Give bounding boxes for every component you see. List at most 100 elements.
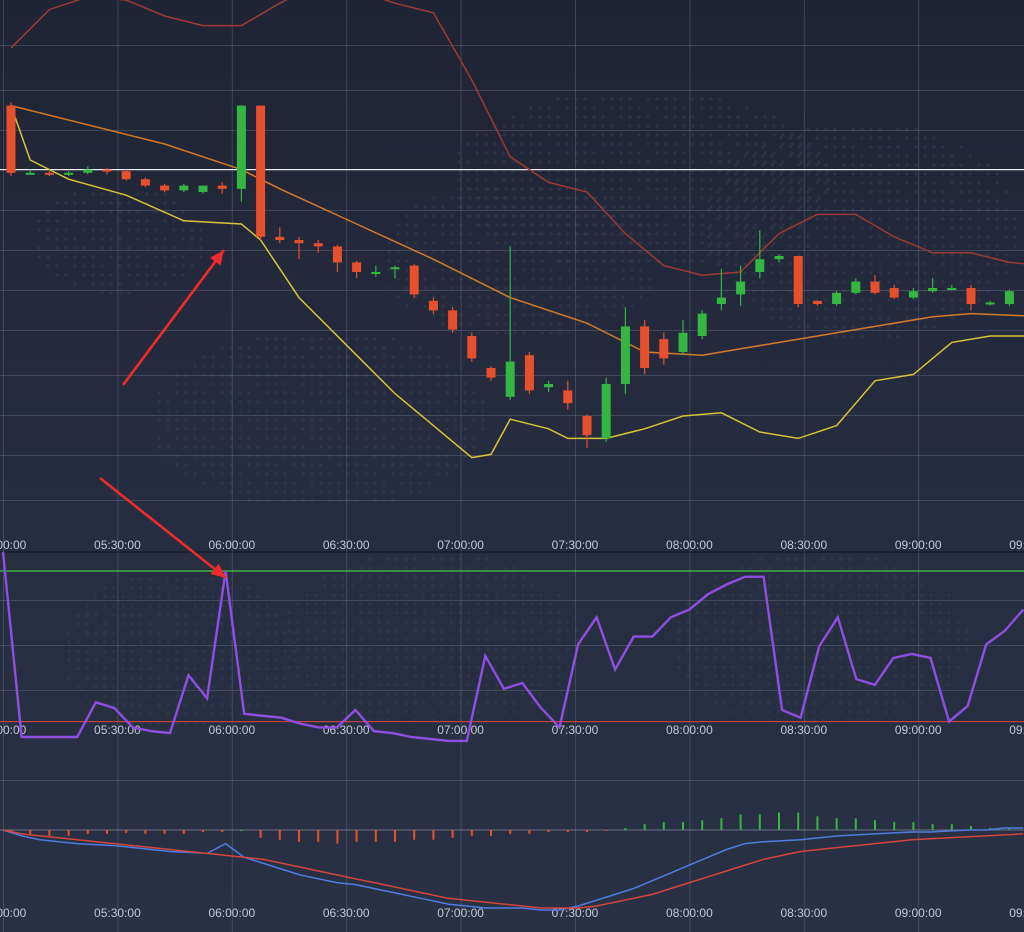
candle [966,284,976,311]
macd-histogram-bar [739,814,742,830]
candle [928,278,938,293]
candle [140,177,150,188]
candle-body [140,179,150,186]
candle [217,182,227,194]
macd-histogram-bar [720,818,723,830]
macd-histogram-bar [125,830,128,833]
oscillator-time-tick: 05:30:00 [94,723,141,737]
candle [601,377,611,442]
candle [851,278,861,295]
macd-histogram-bar [970,826,972,830]
annotation-arrow-price [121,249,226,386]
price-time-tick: 06:00:00 [208,538,255,552]
macd-histogram-bar [624,828,627,830]
candle-body [198,185,208,192]
oscillator-time-tick: 07:00:00 [437,723,484,737]
candle-body [736,281,746,295]
price-time-tick: 07:30:00 [552,538,599,552]
macd-histogram-bar [432,830,435,840]
candle [620,307,630,394]
candle-body [83,169,93,173]
candle-body [966,288,976,304]
macd-histogram-bar [221,830,224,832]
candle [889,284,899,300]
candle-body [179,185,189,191]
candle [544,380,554,392]
macd-time-tick: 09:00:00 [895,906,942,920]
macd-histogram-bar [528,830,531,834]
candle [774,254,784,263]
candle-body [64,172,74,175]
oscillator-line [1,551,1024,743]
candle [870,275,880,295]
price-time-tick: 08:00:00 [666,538,713,552]
candle-body [985,302,995,305]
candle [371,265,381,277]
macd-histogram-bar [259,830,262,838]
macd-histogram-bar [355,830,358,842]
candle [640,320,650,375]
candle [582,414,592,448]
macd-time-tick: 09:30:00 [1009,906,1024,920]
macd-time-tick: 07:00:00 [437,906,484,920]
candle-body [448,310,458,330]
time-axis: 05:00:00 05:30:00 06:00:00 06:30:00 07:00:00… [0,538,1024,920]
bollinger-upper-line [10,0,1024,276]
candle [563,380,573,410]
candle-body [563,390,573,404]
candle [659,332,669,365]
candle-body [947,288,957,290]
candle-body [678,332,688,352]
macd-histogram-bar [336,830,339,844]
candle [947,284,957,290]
world-map-watermark [37,97,1017,725]
candle-body [44,172,54,175]
candle-body [601,384,611,439]
candle-body [812,300,822,304]
macd-histogram-bar [106,830,108,834]
candle-body [294,240,304,244]
macd-histogram [10,812,1011,844]
oscillator-time-tick: 08:00:00 [666,723,713,737]
macd-time-tick: 06:30:00 [323,906,370,920]
candle-body [313,243,323,247]
candle [352,260,362,279]
candle [985,300,995,306]
annotation-arrow-head [210,563,226,578]
candle-body [236,105,246,189]
macd-histogram-bar [1008,828,1011,830]
candle [83,166,93,175]
candle-body [851,281,861,293]
price-time-tick: 05:30:00 [94,538,141,552]
candle-body [332,246,342,263]
macd-histogram-bar [912,822,915,830]
candle [198,185,208,194]
macd-histogram-bar [586,830,588,832]
candle-body [256,105,266,237]
candle [832,291,842,306]
candle-body [102,169,112,172]
candle [44,171,54,176]
macd-histogram-bar [854,818,857,830]
candle [448,307,458,333]
macd-histogram-bar [470,830,473,836]
macd-histogram-bar [778,812,780,830]
candle-body [870,281,880,293]
candle [793,256,803,308]
price-time-tick: 06:30:00 [323,538,370,552]
candle [1004,289,1014,306]
macd-histogram-bar [797,812,800,830]
price-time-tick: 08:30:00 [780,538,827,552]
price-time-tick: 09:30:00 [1009,538,1024,552]
macd-histogram-bar [29,830,32,834]
candle-body [121,171,131,180]
candle [294,236,304,260]
macd-histogram-bar [394,830,396,842]
candle [716,268,726,311]
candle-body [25,172,35,175]
candle-body [659,339,669,359]
macd-histogram-bar [701,820,704,830]
